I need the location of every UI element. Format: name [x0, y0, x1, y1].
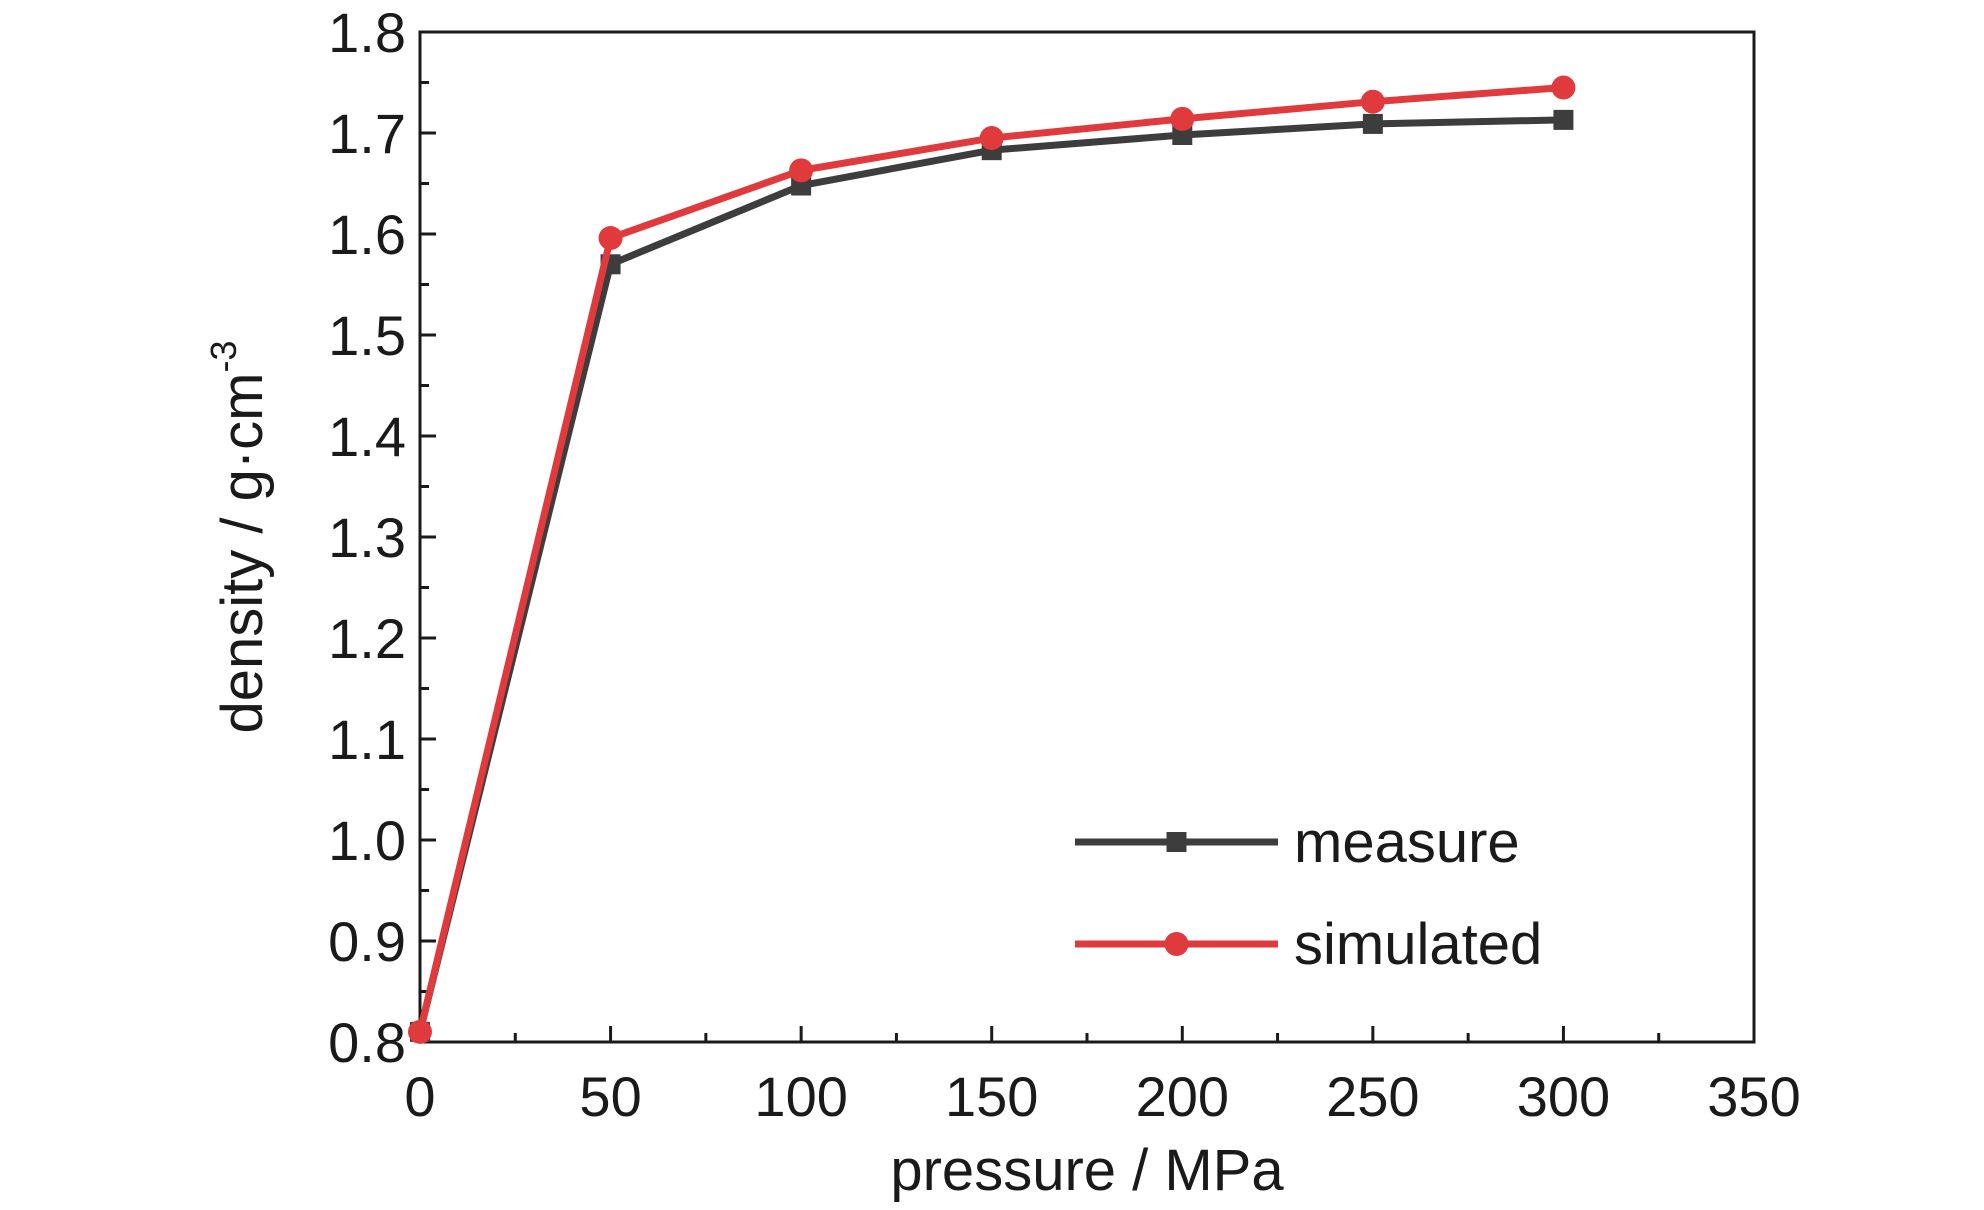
y-tick-label: 1.8 — [328, 1, 406, 64]
y-axis-title-main: density / g·cm — [210, 373, 275, 734]
y-tick-label: 1.4 — [328, 405, 406, 468]
data-point-measure — [1362, 113, 1383, 134]
data-point-measure — [1172, 125, 1193, 146]
y-tick-label: 1.3 — [328, 506, 406, 569]
plot-frame — [418, 30, 1756, 1044]
y-tick-label: 0.9 — [328, 910, 406, 973]
series-line-simulated — [416, 84, 1564, 1033]
legend-marker-simulated — [1164, 932, 1189, 956]
y-tick-label: 0.8 — [328, 1011, 406, 1074]
series-line-measure — [416, 116, 1564, 1033]
x-tick-label: 0 — [404, 1065, 435, 1128]
legend-label-simulated: simulated — [1294, 912, 1542, 977]
data-point-simulated — [1170, 106, 1195, 131]
x-axis-ticks: 0 50 100 150 200 250 300 350 — [404, 1026, 1801, 1128]
data-point-simulated — [789, 158, 814, 183]
x-tick-label: 250 — [1326, 1065, 1419, 1128]
y-tick-label: 1.7 — [328, 102, 406, 165]
legend: measure simulated — [1075, 810, 1542, 977]
x-tick-label: 350 — [1707, 1065, 1800, 1128]
data-point-simulated — [979, 126, 1004, 151]
x-tick-label: 150 — [945, 1065, 1038, 1128]
x-tick-label: 100 — [754, 1065, 847, 1128]
data-point-measure — [1553, 109, 1574, 130]
y-tick-label: 1.2 — [328, 607, 406, 670]
legend-label-measure: measure — [1294, 810, 1520, 875]
x-tick-label: 300 — [1517, 1065, 1610, 1128]
data-point-simulated — [408, 1019, 432, 1044]
x-tick-label: 50 — [579, 1065, 641, 1128]
x-tick-label: 200 — [1136, 1065, 1229, 1128]
data-point-simulated — [1551, 75, 1576, 100]
y-axis-title: density / g·cm-3 — [203, 340, 275, 733]
y-tick-label: 1.1 — [328, 708, 406, 771]
y-tick-label: 1.6 — [328, 203, 406, 266]
legend-marker-measure — [1166, 832, 1187, 852]
data-point-simulated — [598, 226, 623, 251]
y-tick-label: 1.0 — [328, 809, 406, 872]
series-layer — [408, 75, 1576, 1044]
y-tick-label: 1.5 — [328, 304, 406, 367]
y-axis-ticks: 0.8 0.9 1.0 1.1 1.2 1.3 1.4 1.5 1.6 1.7 1.8 — [328, 1, 436, 1074]
data-point-simulated — [1360, 89, 1385, 114]
x-axis-title: pressure / MPa — [890, 1138, 1284, 1203]
y-axis-title-superscript: -3 — [203, 340, 244, 372]
